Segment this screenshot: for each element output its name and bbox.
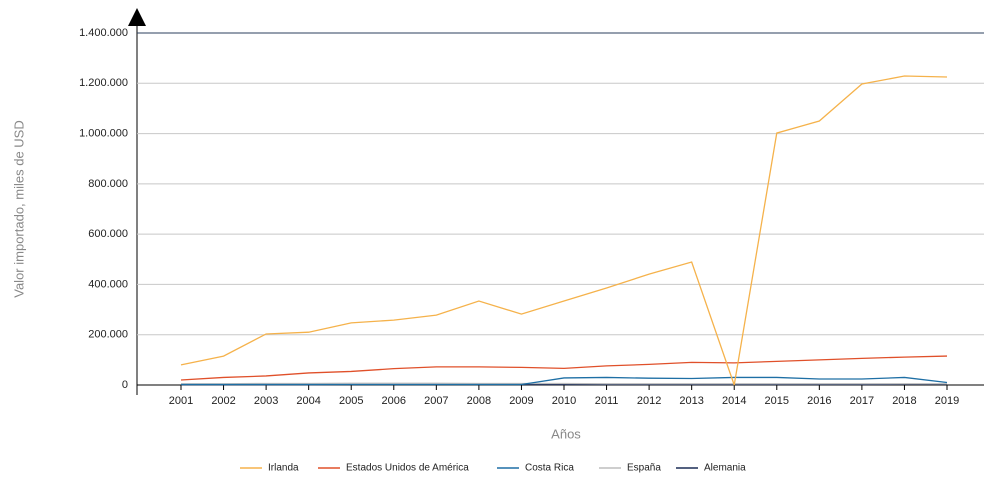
x-tick-label: 2001 — [169, 395, 193, 407]
y-tick-label: 0 — [122, 379, 128, 391]
x-tick-label: 2019 — [935, 395, 959, 407]
x-tick-label: 2005 — [339, 395, 363, 407]
x-tick-label: 2012 — [637, 395, 661, 407]
legend-label: Estados Unidos de América — [346, 463, 469, 474]
x-tick-label: 2015 — [765, 395, 789, 407]
y-tick-label: 600.000 — [88, 228, 128, 240]
y-tick-label: 800.000 — [88, 178, 128, 190]
x-tick-label: 2007 — [424, 395, 448, 407]
x-tick-label: 2013 — [679, 395, 703, 407]
x-tick-label: 2011 — [595, 395, 619, 407]
x-axis-title: Años — [551, 426, 581, 441]
legend-label: Costa Rica — [525, 463, 574, 474]
x-tick-label: 2014 — [722, 395, 746, 407]
y-tick-label: 1.200.000 — [79, 77, 128, 89]
x-tick-label: 2010 — [552, 395, 576, 407]
series-line — [181, 382, 947, 385]
series-line — [181, 376, 948, 386]
x-tick-label: 2006 — [382, 395, 406, 407]
x-tick-label: 2003 — [254, 395, 278, 407]
series-line — [180, 75, 948, 386]
x-tick-label: 2008 — [467, 395, 491, 407]
y-tick-label: 1.000.000 — [79, 127, 128, 139]
x-tick-label: 2004 — [296, 395, 320, 407]
legend-label: Irlanda — [268, 463, 299, 474]
x-tick-label: 2016 — [807, 395, 831, 407]
x-tick-label: 2017 — [850, 395, 874, 407]
y-axis-title: Valor importado, miles de USD — [11, 120, 26, 298]
y-axis-arrow — [128, 8, 146, 26]
x-tick-label: 2009 — [509, 395, 533, 407]
x-tick-label: 2002 — [211, 395, 235, 407]
y-tick-label: 400.000 — [88, 278, 128, 290]
y-tick-label: 1.400.000 — [79, 27, 128, 39]
legend-label: Alemania — [704, 463, 746, 474]
x-tick-label: 2018 — [892, 395, 916, 407]
y-tick-label: 200.000 — [88, 329, 128, 341]
legend-label: España — [627, 463, 661, 474]
series-line — [180, 355, 948, 381]
